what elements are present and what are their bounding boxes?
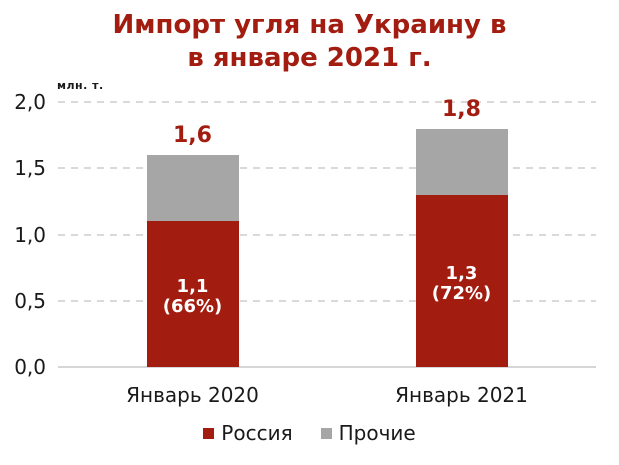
chart-title-line-2: в январе 2021 г.: [187, 43, 432, 73]
y-axis-tick-label: 1,5: [14, 156, 46, 181]
x-axis-category-label: Январь 2021: [395, 383, 528, 407]
gridline-0,5: [58, 299, 596, 302]
x-axis-baseline: [58, 366, 596, 368]
bar-segment-Прочие-Январь 2021: [415, 128, 508, 195]
gridline-1,5: [58, 167, 596, 170]
bar-segment-value-label: 1,1 (66%): [162, 276, 223, 318]
legend-swatch-others: [320, 427, 332, 439]
bar-segment-value-label: 1,3 (72%): [431, 262, 492, 304]
y-axis-tick-label: 1,0: [14, 222, 46, 247]
legend-item-russia: Россия: [203, 421, 293, 445]
legend-label-others: Прочие: [338, 421, 416, 445]
bar-segment-Россия-Январь 2020: [146, 221, 239, 367]
bar-total-label: 1,6: [173, 123, 212, 148]
legend-item-others: Прочие: [320, 421, 416, 445]
gridline-2,0: [58, 101, 596, 103]
y-axis-unit-label: млн. т.: [57, 79, 104, 92]
y-axis-tick-label: 2,0: [14, 90, 46, 114]
y-axis-tick-label: 0,0: [14, 355, 46, 379]
legend-swatch-russia: [203, 427, 215, 439]
bar-segment-Прочие-Январь 2020: [146, 155, 239, 222]
bar-segment-Россия-Январь 2021: [415, 194, 508, 367]
y-axis-tick-label: 0,5: [14, 288, 46, 313]
legend-label-russia: Россия: [221, 421, 293, 445]
x-axis-category-label: Январь 2020: [126, 383, 259, 407]
chart-title: Импорт угля на Украину в в январе 2021 г…: [0, 9, 619, 75]
chart-title-line-1: Импорт угля на Украину в: [112, 10, 507, 40]
legend: Россия Прочие: [0, 421, 619, 445]
gridline-1,0: [58, 233, 596, 236]
bar-total-label: 1,8: [442, 96, 481, 122]
